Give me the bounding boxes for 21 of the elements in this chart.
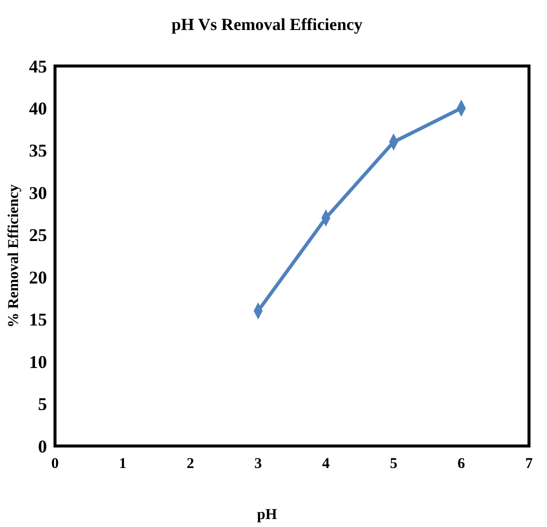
x-tick-label: 2 <box>186 456 194 472</box>
y-axis-title: % Removal Efficiency <box>6 184 22 328</box>
x-tick-label: 0 <box>51 456 59 472</box>
y-tick-label: 25 <box>29 225 47 246</box>
x-tick-label: 7 <box>525 456 534 472</box>
y-tick-label: 15 <box>29 310 47 330</box>
y-tick-label: 45 <box>29 56 47 76</box>
y-tick-label: 35 <box>29 140 47 161</box>
x-tick-label: 4 <box>322 456 330 472</box>
x-tick-label: 3 <box>254 456 262 472</box>
chart-title: pH Vs Removal Efficiency <box>172 15 363 34</box>
y-tick-label: 30 <box>29 182 47 203</box>
y-tick-label: 5 <box>38 394 47 414</box>
y-tick-label: 40 <box>29 98 47 119</box>
y-tick-label: 20 <box>29 267 47 288</box>
y-tick-label: 10 <box>29 352 47 372</box>
x-axis-title: pH <box>256 507 278 523</box>
x-tick-label: 5 <box>390 456 398 472</box>
x-tick-label: 6 <box>458 456 466 472</box>
y-tick-label: 0 <box>38 436 47 456</box>
x-tick-label: 1 <box>118 456 126 472</box>
